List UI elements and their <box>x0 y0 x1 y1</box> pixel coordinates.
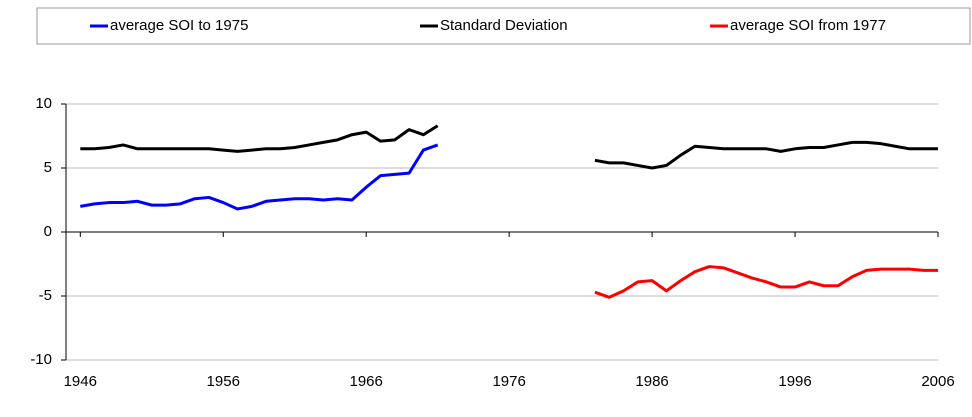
y-tick-label: 0 <box>44 223 52 240</box>
series-line <box>594 265 938 299</box>
x-tick-label: 1976 <box>492 373 525 390</box>
x-tick-label: 1986 <box>635 373 668 390</box>
y-tick-label: 10 <box>35 95 52 112</box>
legend-label: average SOI to 1975 <box>110 17 248 34</box>
legend-label: Standard Deviation <box>440 17 568 34</box>
x-tick-label: 2006 <box>921 373 954 390</box>
y-tick-label: 5 <box>44 159 52 176</box>
series-line <box>80 124 938 170</box>
x-tick-label: 1956 <box>207 373 240 390</box>
y-tick-label: -5 <box>39 287 52 304</box>
x-tick-label: 1966 <box>350 373 383 390</box>
series-line <box>80 143 439 211</box>
x-tick-label: 1946 <box>64 373 97 390</box>
x-tick-label: 1996 <box>778 373 811 390</box>
legend-box <box>36 7 971 45</box>
y-tick-label: -10 <box>30 351 52 368</box>
legend-label: average SOI from 1977 <box>730 17 886 34</box>
